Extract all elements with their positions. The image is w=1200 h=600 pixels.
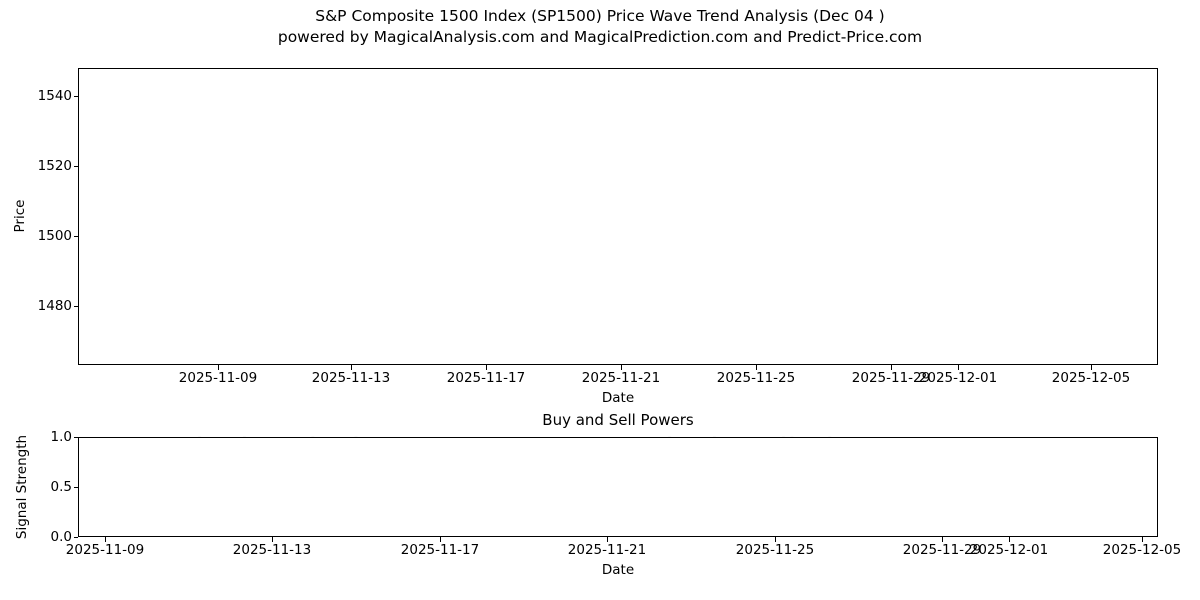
- bars-y-tick-mark: [73, 437, 78, 438]
- bars-x-tick-label: 2025-11-25: [735, 542, 815, 558]
- price-x-tick-mark: [958, 365, 959, 370]
- price-x-tick-mark: [756, 365, 757, 370]
- bars-x-axis-label: Date: [601, 562, 635, 578]
- page-title: S&P Composite 1500 Index (SP1500) Price …: [0, 6, 1200, 48]
- price-y-tick-label: 1500: [37, 227, 72, 244]
- bars-y-tick-label: 1.0: [50, 429, 72, 445]
- bars-x-tick-mark: [942, 537, 943, 542]
- bars-plot-frame: [78, 437, 1158, 537]
- bars-x-tick-mark: [440, 537, 441, 542]
- price-y-tick-mark: [73, 235, 78, 237]
- price-x-tick-label: 2025-12-05: [1051, 370, 1131, 386]
- bars-x-tick-mark: [1009, 537, 1010, 542]
- title-line-1: S&P Composite 1500 Index (SP1500) Price …: [315, 7, 885, 25]
- signal-strength-axis-label: Signal Strength: [14, 434, 30, 540]
- price-axis-label: Price: [12, 199, 28, 233]
- buy-sell-powers-chart: Buy and Sell Powers Signal Strength 0.0 0…: [14, 411, 1181, 578]
- price-x-tick-label: 2025-11-13: [311, 370, 391, 386]
- price-x-tick-label: 2025-11-17: [446, 370, 526, 386]
- bars-x-tick-label: 2025-12-05: [1102, 542, 1182, 558]
- bars-x-tick-mark: [272, 537, 273, 542]
- bars-x-tick-mark: [1142, 537, 1143, 542]
- price-wave-chart: Price 1480 1500 1520 1540 2025-11-09 2025-11…: [12, 68, 1158, 406]
- bars-x-tick-mark: [105, 537, 106, 542]
- bars-x-tick-label: 2025-11-21: [567, 542, 647, 558]
- bars-x-tick-mark: [775, 537, 776, 542]
- price-y-tick-label: 1520: [37, 157, 72, 174]
- price-x-tick-label: 2025-11-25: [716, 370, 796, 386]
- bars-y-tick-label: 0.0: [50, 529, 72, 545]
- bars-x-tick-label: 2025-11-17: [400, 542, 480, 558]
- title-line-2: powered by MagicalAnalysis.com and Magic…: [277, 27, 923, 46]
- price-y-tick-mark: [73, 165, 78, 167]
- price-x-tick-mark: [891, 365, 892, 370]
- price-y-tick-label: 1540: [37, 87, 72, 104]
- price-x-tick-label: 2025-12-01: [918, 370, 998, 386]
- price-y-tick-label: 1480: [37, 297, 72, 314]
- price-x-axis-label: Date: [601, 390, 635, 406]
- price-x-tick-mark: [351, 365, 352, 370]
- bars-x-tick-label: 2025-11-09: [65, 542, 145, 558]
- bars-chart-title: Buy and Sell Powers: [542, 411, 694, 429]
- bars-y-tick-mark: [73, 487, 78, 488]
- price-x-tick-label: 2025-11-09: [178, 370, 258, 386]
- price-x-tick-mark: [1091, 365, 1092, 370]
- bars-x-tick-label: 2025-12-01: [969, 542, 1049, 558]
- price-x-tick-label: 2025-11-29: [851, 370, 931, 386]
- price-x-tick-mark: [486, 365, 487, 370]
- price-x-tick-mark: [218, 365, 219, 370]
- price-x-tick-mark: [621, 365, 622, 370]
- bars-x-tick-mark: [607, 537, 608, 542]
- bars-y-tick-label: 0.5: [50, 479, 72, 495]
- price-x-tick-label: 2025-11-21: [581, 370, 661, 386]
- bars-y-tick-mark: [73, 537, 78, 538]
- bars-x-tick-label: 2025-11-29: [902, 542, 982, 558]
- price-y-tick-mark: [73, 95, 78, 97]
- price-y-tick-mark: [73, 305, 78, 307]
- bars-x-tick-label: 2025-11-13: [232, 542, 312, 558]
- price-plot-frame: [78, 68, 1158, 365]
